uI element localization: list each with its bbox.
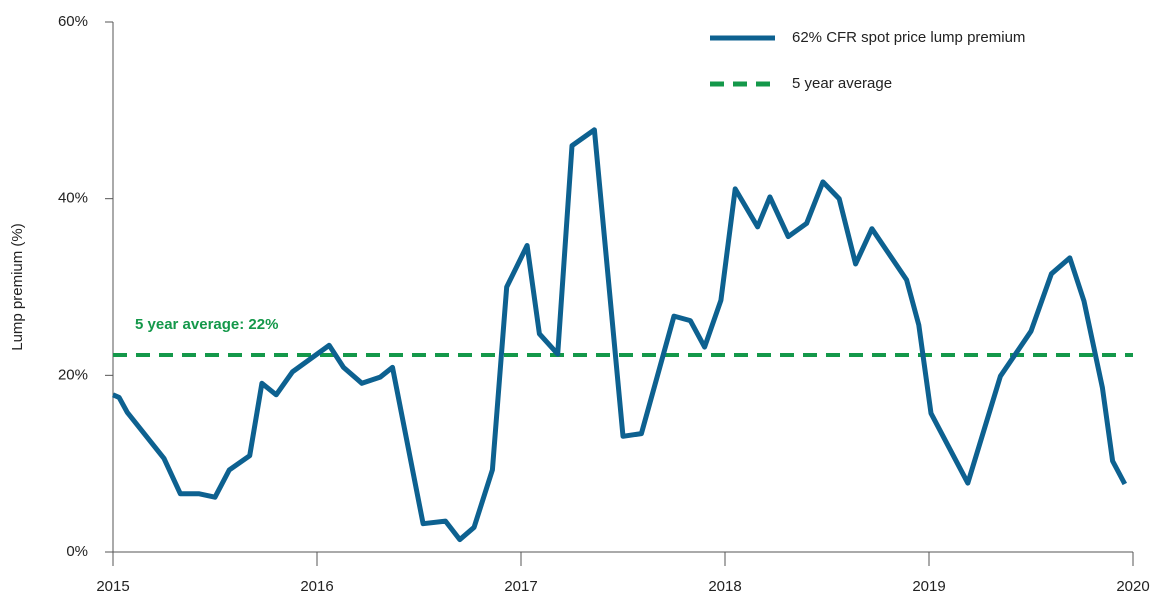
x-tick-label: 2020	[1116, 578, 1149, 595]
data-line	[112, 127, 1128, 543]
average-annotation: 5 year average: 22%	[135, 316, 278, 333]
y-tick-label: 0%	[66, 543, 88, 560]
x-tick-label: 2019	[912, 578, 945, 595]
y-axis-label: Lump premium (%)	[9, 223, 26, 351]
legend-label: 5 year average	[792, 75, 892, 92]
x-tick-label: 2018	[708, 578, 741, 595]
legend-label: 62% CFR spot price lump premium	[792, 29, 1025, 46]
y-tick-label: 20%	[58, 366, 88, 383]
x-tick-label: 2017	[504, 578, 537, 595]
x-tick-label: 2015	[96, 578, 129, 595]
y-tick-label: 60%	[58, 13, 88, 30]
x-tick-label: 2016	[300, 578, 333, 595]
y-tick-label: 40%	[58, 190, 88, 207]
